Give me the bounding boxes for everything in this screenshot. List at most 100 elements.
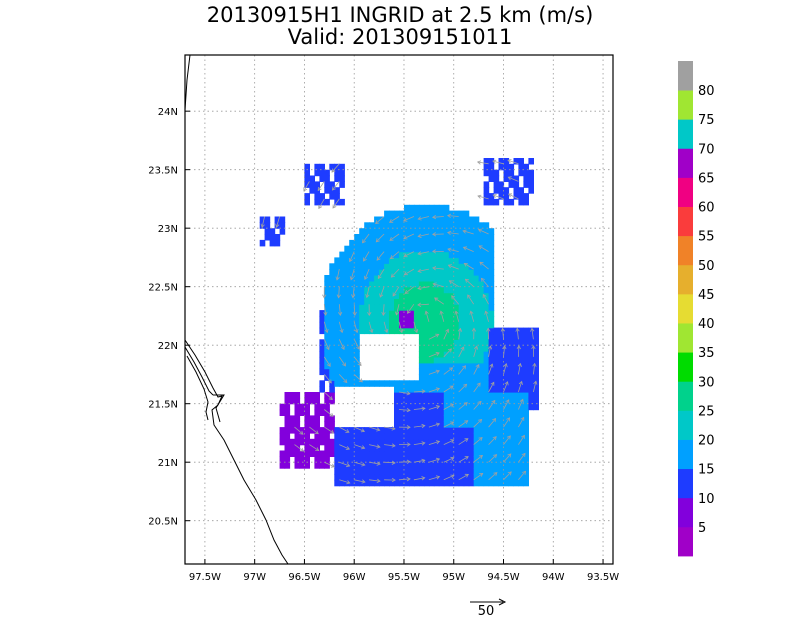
wind-cell bbox=[463, 397, 470, 405]
wind-vector-head bbox=[530, 327, 535, 332]
wind-cell bbox=[379, 479, 385, 487]
wind-cell bbox=[364, 222, 370, 229]
wind-cell bbox=[463, 263, 470, 270]
wind-cell bbox=[319, 368, 325, 376]
wind-cell bbox=[384, 310, 390, 317]
wind-cell bbox=[399, 234, 405, 241]
wind-cell bbox=[443, 356, 450, 364]
wind-vector bbox=[354, 426, 365, 432]
wind-vector-head bbox=[520, 416, 525, 421]
wind-cell bbox=[453, 339, 460, 346]
wind-cell bbox=[334, 327, 340, 335]
wind-cell bbox=[493, 409, 500, 416]
wind-vector bbox=[323, 339, 330, 350]
wind-vector-head bbox=[417, 302, 422, 307]
wind-cell bbox=[314, 409, 320, 416]
wind-cell bbox=[409, 473, 415, 481]
wind-cell bbox=[498, 403, 505, 411]
wind-vector-head bbox=[484, 310, 489, 315]
wind-cell bbox=[473, 327, 480, 335]
wind-cell bbox=[478, 386, 485, 393]
wind-vector bbox=[488, 472, 498, 481]
wind-vector-head bbox=[490, 381, 495, 386]
colorbar-label: 50 bbox=[698, 259, 715, 274]
wind-cell bbox=[304, 169, 310, 177]
wind-cell bbox=[264, 216, 271, 223]
wind-cell bbox=[443, 310, 450, 317]
wind-cell bbox=[409, 210, 415, 218]
wind-cell bbox=[503, 327, 510, 335]
wind-cell bbox=[528, 356, 534, 364]
wind-cell bbox=[518, 456, 524, 463]
wind-cell bbox=[339, 432, 345, 440]
wind-cell bbox=[344, 275, 350, 282]
wind-cell bbox=[448, 397, 455, 405]
wind-cell bbox=[413, 456, 420, 463]
wind-cell bbox=[409, 462, 415, 469]
wind-vector bbox=[339, 479, 350, 484]
wind-vector-head bbox=[403, 217, 408, 222]
wind-vector bbox=[375, 216, 385, 224]
wind-cell bbox=[423, 263, 430, 270]
wind-cell bbox=[359, 257, 365, 264]
wind-cell bbox=[453, 333, 460, 340]
wind-cell bbox=[399, 321, 405, 329]
wind-cell bbox=[329, 304, 335, 311]
wind-cell bbox=[269, 234, 276, 241]
wind-cell bbox=[423, 468, 430, 475]
wind-vector-head bbox=[417, 251, 422, 256]
wind-cell bbox=[463, 462, 470, 469]
wind-cell bbox=[349, 304, 355, 311]
wind-cell bbox=[428, 204, 435, 212]
wind-cell bbox=[533, 374, 539, 381]
wind-cell bbox=[518, 468, 524, 475]
wind-cell bbox=[259, 216, 266, 223]
wind-cell bbox=[443, 403, 450, 411]
wind-cell bbox=[354, 245, 360, 253]
wind-cell bbox=[379, 456, 385, 463]
wind-cell bbox=[384, 473, 390, 481]
wind-cell bbox=[384, 380, 390, 387]
wind-cell bbox=[453, 392, 460, 399]
wind-cell bbox=[468, 239, 475, 247]
wind-cell bbox=[508, 345, 515, 352]
wind-vector bbox=[338, 304, 341, 316]
wind-vector bbox=[488, 400, 496, 410]
wind-vector-head bbox=[376, 478, 381, 483]
wind-cell bbox=[359, 315, 365, 323]
wind-cell bbox=[428, 298, 435, 305]
wind-vector-head bbox=[376, 444, 381, 449]
wind-vector bbox=[404, 268, 415, 276]
wind-cell bbox=[448, 368, 455, 376]
wind-cell bbox=[468, 432, 475, 440]
wind-cell bbox=[463, 327, 470, 335]
wind-cell bbox=[463, 438, 470, 446]
wind-vector bbox=[478, 245, 489, 252]
wind-cell bbox=[324, 356, 330, 364]
wind-cell bbox=[418, 444, 425, 452]
wind-cell bbox=[433, 468, 440, 475]
wind-cell bbox=[533, 368, 539, 376]
wind-cell bbox=[488, 386, 495, 393]
wind-cell bbox=[453, 315, 460, 323]
wind-vector-head bbox=[503, 363, 508, 368]
wind-cell bbox=[354, 298, 360, 305]
wind-cell bbox=[513, 193, 520, 200]
wind-cell bbox=[528, 380, 534, 387]
wind-cell bbox=[498, 397, 505, 405]
wind-cell bbox=[349, 310, 355, 317]
wind-cell bbox=[384, 216, 390, 223]
wind-vector bbox=[354, 479, 365, 483]
wind-cell bbox=[458, 234, 465, 241]
wind-cell bbox=[498, 380, 505, 387]
wind-cell bbox=[319, 193, 325, 200]
wind-vector bbox=[503, 471, 512, 481]
wind-cell bbox=[513, 380, 520, 387]
wind-cell bbox=[473, 479, 480, 487]
wind-cell bbox=[518, 479, 524, 487]
wind-cell bbox=[493, 356, 500, 364]
wind-cell bbox=[299, 432, 306, 440]
wind-cell bbox=[334, 462, 340, 469]
wind-cell bbox=[409, 450, 415, 457]
wind-cell bbox=[354, 239, 360, 247]
